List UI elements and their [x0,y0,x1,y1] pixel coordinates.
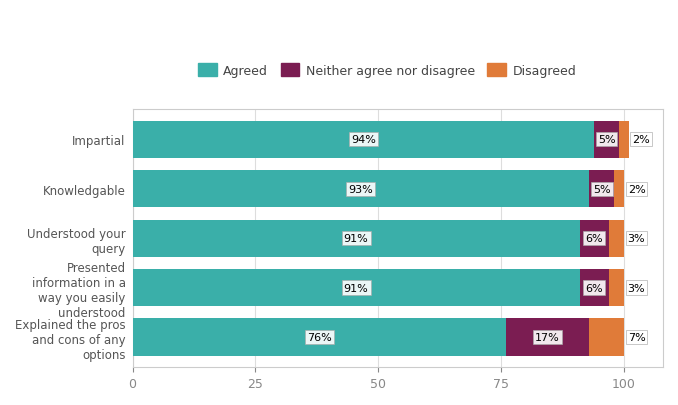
Bar [594,122,619,158]
Text: 2%: 2% [628,184,645,194]
Text: 6%: 6% [585,234,603,243]
Text: 5%: 5% [598,135,616,145]
Bar [133,220,580,257]
Bar [133,122,594,158]
Text: 5%: 5% [593,184,610,194]
Bar [589,171,614,208]
Bar [609,220,624,257]
Text: 17%: 17% [535,332,560,342]
Text: 3%: 3% [628,283,645,293]
Bar [580,220,609,257]
Bar [609,269,624,306]
Bar [133,269,580,306]
Bar [614,171,624,208]
Text: 6%: 6% [585,283,603,293]
Text: 2%: 2% [633,135,650,145]
Text: 91%: 91% [344,234,368,243]
Text: 7%: 7% [628,332,645,342]
Text: 76%: 76% [307,332,332,342]
Text: 3%: 3% [628,234,645,243]
Text: 93%: 93% [348,184,374,194]
Bar [133,171,589,208]
Bar [580,269,609,306]
Bar [589,319,624,356]
Text: 91%: 91% [344,283,368,293]
Legend: Agreed, Neither agree nor disagree, Disagreed: Agreed, Neither agree nor disagree, Disa… [193,59,581,83]
Bar [619,122,629,158]
Bar [133,319,506,356]
Text: 94%: 94% [351,135,376,145]
Bar [506,319,589,356]
